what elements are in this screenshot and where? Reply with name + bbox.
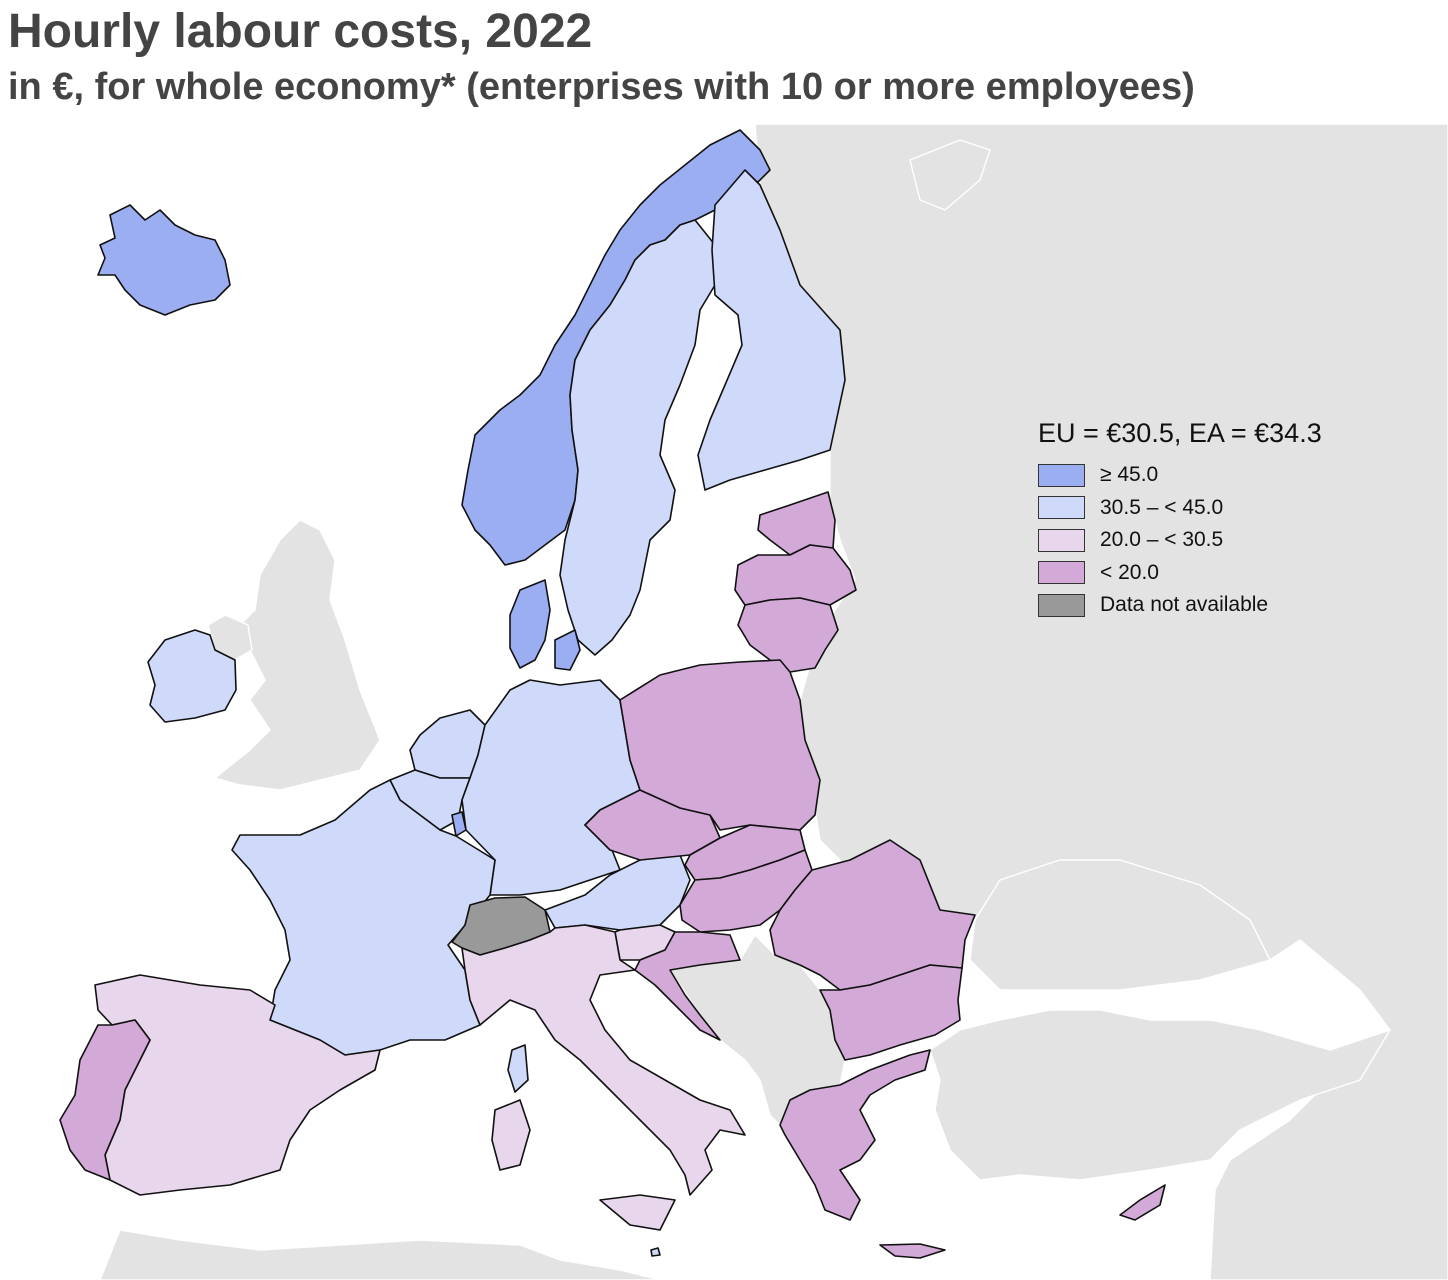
north-africa	[99, 1229, 661, 1280]
legend-label: < 20.0	[1100, 560, 1159, 584]
country-layer	[59, 129, 1166, 1259]
balkans-non-member	[668, 933, 846, 1127]
legend-item: Data not available	[1038, 589, 1418, 622]
country-finland	[697, 169, 846, 491]
country-croatia	[634, 931, 741, 1041]
legend-swatch	[1038, 561, 1085, 585]
legend-label: 20.0 – < 30.5	[1100, 528, 1224, 552]
legend-label: ≥ 45.0	[1100, 463, 1159, 487]
country-portugal	[59, 1019, 151, 1181]
black-sea-north-shore	[969, 859, 1272, 991]
country-ireland	[147, 629, 237, 723]
legend-label: 30.5 – < 45.0	[1100, 495, 1224, 519]
legend-swatch	[1038, 496, 1085, 520]
map-subtitle: in €, for whole economy* (enterprises wi…	[8, 66, 1195, 108]
country-france	[231, 779, 496, 1056]
legend-label: Data not available	[1100, 593, 1269, 617]
legend-rows: ≥ 45.0 30.5 – < 45.0 20.0 – < 30.5 < 20.0 Da…	[1038, 459, 1418, 622]
legend-swatch	[1038, 528, 1085, 552]
map-legend: EU = €30.5, EA = €34.3 ≥ 45.0 30.5 – < 45…	[1038, 418, 1418, 622]
legend-swatch	[1038, 593, 1085, 617]
legend-item: < 20.0	[1038, 557, 1418, 590]
country-cyprus	[1119, 1184, 1166, 1221]
country-bulgaria	[819, 964, 963, 1061]
europe-map	[0, 124, 1448, 1280]
country-greece	[779, 1049, 946, 1259]
non-member-land	[99, 124, 1448, 1280]
country-malta	[650, 1247, 661, 1257]
kola-white-sea-land	[909, 139, 991, 211]
turkey	[929, 1009, 1392, 1181]
legend-item: ≥ 45.0	[1038, 459, 1418, 492]
country-czechia	[584, 789, 721, 861]
country-italy	[461, 924, 746, 1231]
legend-item: 20.0 – < 30.5	[1038, 524, 1418, 557]
country-denmark	[509, 579, 581, 671]
legend-item: 30.5 – < 45.0	[1038, 492, 1418, 525]
country-lithuania	[737, 597, 839, 673]
country-iceland	[97, 204, 231, 316]
legend-title: EU = €30.5, EA = €34.3	[1038, 418, 1322, 448]
map-title: Hourly labour costs, 2022	[8, 5, 593, 58]
country-france-corsica	[507, 1044, 529, 1093]
country-poland	[619, 659, 821, 831]
legend-swatch	[1038, 463, 1085, 487]
